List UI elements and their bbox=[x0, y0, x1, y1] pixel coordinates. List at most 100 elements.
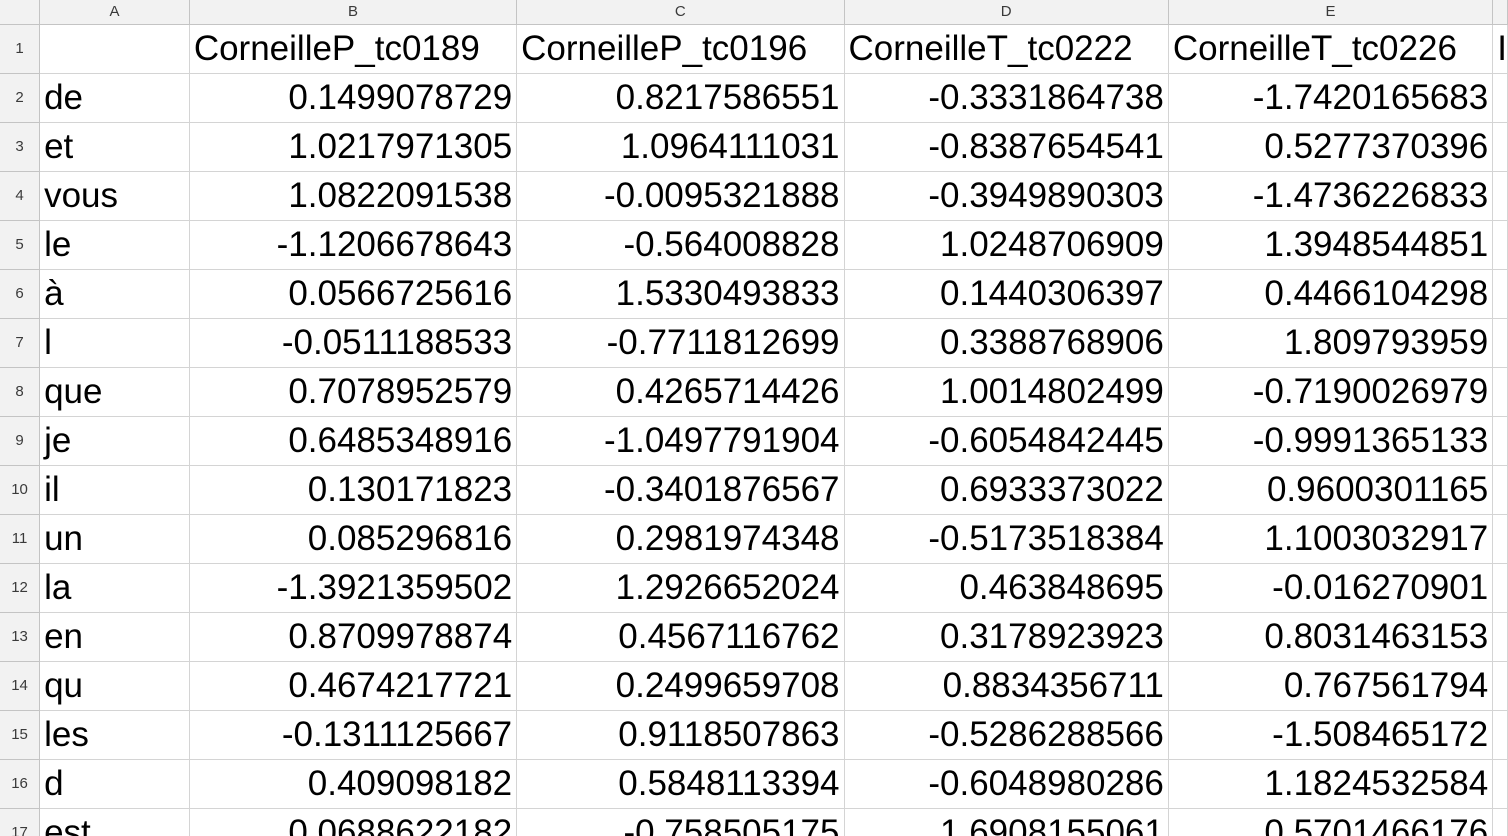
cell[interactable]: -0.3401876567 bbox=[516, 465, 845, 515]
cell[interactable]: 0.4466104298 bbox=[1168, 269, 1494, 319]
cell[interactable]: 0.1440306397 bbox=[844, 269, 1169, 319]
cell[interactable] bbox=[1492, 367, 1508, 417]
cell[interactable]: 0.9600301165 bbox=[1168, 465, 1494, 515]
row-header[interactable]: 8 bbox=[0, 367, 41, 417]
cell[interactable]: -0.7711812699 bbox=[516, 318, 845, 368]
cell[interactable] bbox=[1492, 269, 1508, 319]
row-header[interactable]: 17 bbox=[0, 808, 41, 836]
column-header[interactable]: A bbox=[39, 0, 190, 25]
cell[interactable]: 1.0822091538 bbox=[189, 171, 518, 221]
cell[interactable]: à bbox=[39, 269, 190, 319]
cell[interactable]: les bbox=[39, 710, 190, 760]
cell[interactable] bbox=[1492, 171, 1508, 221]
row-header[interactable]: 2 bbox=[0, 73, 41, 123]
row-header[interactable]: 9 bbox=[0, 416, 41, 466]
cell[interactable]: 1.809793959 bbox=[1168, 318, 1494, 368]
cell[interactable]: 0.767561794 bbox=[1168, 661, 1494, 711]
cell[interactable]: 1.0248706909 bbox=[844, 220, 1169, 270]
row-header[interactable]: 16 bbox=[0, 759, 41, 809]
cell[interactable]: le bbox=[39, 220, 190, 270]
cell[interactable]: 0.8709978874 bbox=[189, 612, 518, 662]
cell[interactable]: 1.1824532584 bbox=[1168, 759, 1494, 809]
cell[interactable]: d bbox=[39, 759, 190, 809]
cell[interactable]: 0.7078952579 bbox=[189, 367, 518, 417]
cell[interactable] bbox=[1492, 122, 1508, 172]
cell[interactable]: 0.085296816 bbox=[189, 514, 518, 564]
cell[interactable]: 0.409098182 bbox=[189, 759, 518, 809]
cell[interactable]: CorneilleP_tc0189 bbox=[189, 24, 518, 74]
cell[interactable]: la bbox=[39, 563, 190, 613]
cell[interactable]: -0.6054842445 bbox=[844, 416, 1169, 466]
cell[interactable]: est bbox=[39, 808, 190, 836]
cell[interactable]: -0.564008828 bbox=[516, 220, 845, 270]
cell[interactable]: il bbox=[39, 465, 190, 515]
cell[interactable]: 0.4265714426 bbox=[516, 367, 845, 417]
cell[interactable]: -0.5173518384 bbox=[844, 514, 1169, 564]
column-header[interactable]: B bbox=[189, 0, 518, 25]
cell[interactable]: -0.3949890303 bbox=[844, 171, 1169, 221]
row-header[interactable]: 10 bbox=[0, 465, 41, 515]
row-header[interactable]: 3 bbox=[0, 122, 41, 172]
cell[interactable]: I bbox=[1492, 24, 1508, 74]
cell[interactable]: l bbox=[39, 318, 190, 368]
cell[interactable] bbox=[1492, 465, 1508, 515]
column-header[interactable] bbox=[1492, 0, 1508, 25]
cell[interactable]: vous bbox=[39, 171, 190, 221]
cell[interactable]: -0.8387654541 bbox=[844, 122, 1169, 172]
cell[interactable]: 1.2926652024 bbox=[516, 563, 845, 613]
cell[interactable]: 0.5848113394 bbox=[516, 759, 845, 809]
cell[interactable]: -0.0511188533 bbox=[189, 318, 518, 368]
row-header[interactable]: 4 bbox=[0, 171, 41, 221]
cell[interactable]: que bbox=[39, 367, 190, 417]
cell[interactable]: 0.2981974348 bbox=[516, 514, 845, 564]
cell[interactable]: et bbox=[39, 122, 190, 172]
column-header[interactable]: D bbox=[844, 0, 1169, 25]
cell[interactable]: CorneilleP_tc0196 bbox=[516, 24, 845, 74]
cell[interactable]: -0.3331864738 bbox=[844, 73, 1169, 123]
cell[interactable]: 0.9118507863 bbox=[516, 710, 845, 760]
column-header[interactable]: E bbox=[1168, 0, 1494, 25]
cell[interactable] bbox=[1492, 661, 1508, 711]
cell[interactable]: 0.4674217721 bbox=[189, 661, 518, 711]
cell[interactable]: -0.7190026979 bbox=[1168, 367, 1494, 417]
row-header[interactable]: 13 bbox=[0, 612, 41, 662]
select-all-corner[interactable] bbox=[0, 0, 41, 25]
cell[interactable]: -0.5286288566 bbox=[844, 710, 1169, 760]
cell[interactable]: -1.3921359502 bbox=[189, 563, 518, 613]
cell[interactable] bbox=[1492, 808, 1508, 836]
cell[interactable]: -1.0497791904 bbox=[516, 416, 845, 466]
cell[interactable]: 1.0014802499 bbox=[844, 367, 1169, 417]
cell[interactable]: 0.8834356711 bbox=[844, 661, 1169, 711]
cell[interactable]: 0.8217586551 bbox=[516, 73, 845, 123]
column-header[interactable]: C bbox=[516, 0, 845, 25]
cell[interactable]: 0.130171823 bbox=[189, 465, 518, 515]
cell[interactable]: 1.0217971305 bbox=[189, 122, 518, 172]
cell[interactable]: -0.016270901 bbox=[1168, 563, 1494, 613]
row-header[interactable]: 1 bbox=[0, 24, 41, 74]
cell[interactable] bbox=[1492, 612, 1508, 662]
cell[interactable] bbox=[1492, 416, 1508, 466]
cell[interactable]: CorneilleT_tc0222 bbox=[844, 24, 1169, 74]
cell[interactable]: un bbox=[39, 514, 190, 564]
row-header[interactable]: 6 bbox=[0, 269, 41, 319]
cell[interactable]: 0.6485348916 bbox=[189, 416, 518, 466]
cell[interactable]: 0.0688622182 bbox=[189, 808, 518, 836]
cell[interactable]: 0.5701466176 bbox=[1168, 808, 1494, 836]
cell[interactable]: 1.0964111031 bbox=[516, 122, 845, 172]
cell[interactable]: 1.3948544851 bbox=[1168, 220, 1494, 270]
cell[interactable] bbox=[1492, 318, 1508, 368]
cell[interactable]: -1.1206678643 bbox=[189, 220, 518, 270]
row-header[interactable]: 14 bbox=[0, 661, 41, 711]
cell[interactable]: 0.6933373022 bbox=[844, 465, 1169, 515]
row-header[interactable]: 15 bbox=[0, 710, 41, 760]
cell[interactable] bbox=[1492, 514, 1508, 564]
cell[interactable]: 0.5277370396 bbox=[1168, 122, 1494, 172]
cell[interactable]: 1.6908155061 bbox=[844, 808, 1169, 836]
cell[interactable]: 0.3388768906 bbox=[844, 318, 1169, 368]
cell[interactable]: 0.0566725616 bbox=[189, 269, 518, 319]
row-header[interactable]: 7 bbox=[0, 318, 41, 368]
cell[interactable]: -0.9991365133 bbox=[1168, 416, 1494, 466]
cell[interactable] bbox=[39, 24, 190, 74]
cell[interactable] bbox=[1492, 73, 1508, 123]
cell[interactable]: en bbox=[39, 612, 190, 662]
